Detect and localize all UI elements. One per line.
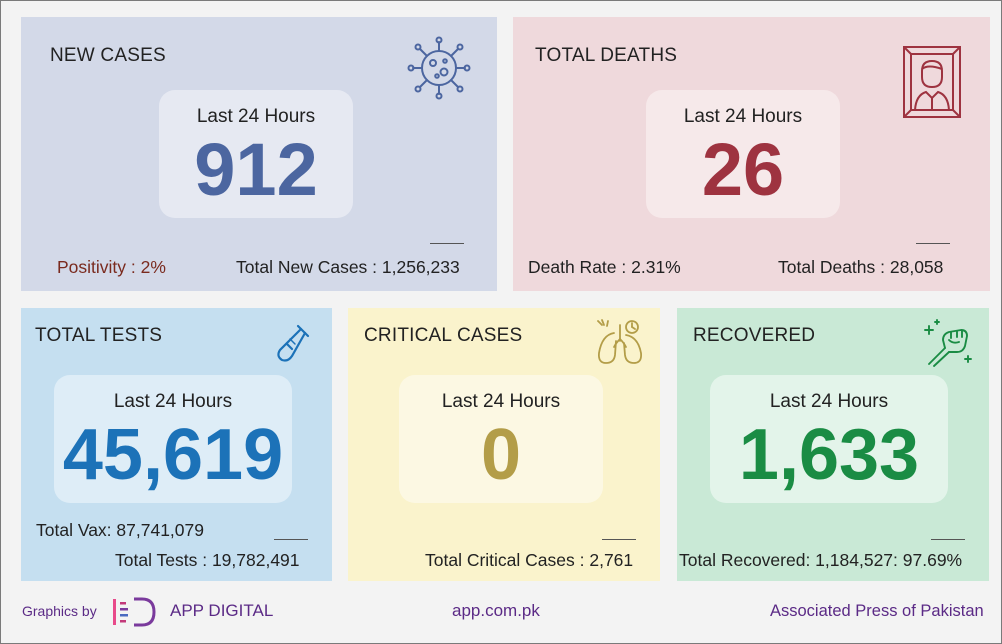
total-tests-value: 45,619 [62,415,284,495]
new-cases-title: NEW CASES [50,45,166,66]
total-deaths-value: 26 [701,128,785,211]
total-new-cases-stat: Total New Cases : 1,256,233 [236,257,460,277]
lungs-icon [594,317,646,374]
critical-cases-title: CRITICAL CASES [364,325,523,346]
total-tests-panel: Last 24 Hours 45,619 [54,375,292,503]
total-deaths-title: TOTAL DEATHS [535,45,678,66]
total-tests-period: Last 24 Hours [113,391,233,412]
total-critical-cases-stat: Total Critical Cases : 2,761 [425,550,634,570]
divider [916,243,950,244]
total-tests-stat: Total Tests : 19,782,491 [115,550,300,570]
total-deaths-stat: Total Deaths : 28,058 [778,257,944,277]
total-deaths-panel: Last 24 Hours 26 [646,90,840,218]
death-rate-stat: Death Rate : 2.31% [528,257,681,277]
divider [274,539,308,540]
new-cases-value: 912 [194,128,318,211]
recovered-title: RECOVERED [693,325,816,346]
graphics-by-label: Graphics by [22,603,97,619]
critical-cases-value: 0 [480,415,522,495]
recovered-panel: Last 24 Hours 1,633 [710,375,948,503]
organization-name: Associated Press of Pakistan [770,602,984,620]
recovered-value: 1,633 [738,415,920,495]
total-deaths-period: Last 24 Hours [683,106,803,127]
virus-icon [407,36,471,105]
total-deaths-card: TOTAL DEATHS Last 24 Hours 26 Death Rate… [513,17,990,291]
new-cases-period: Last 24 Hours [196,106,316,127]
total-tests-card: TOTAL TESTS Last 24 Hours 45,619 Total V… [21,308,332,581]
website-link[interactable]: app.com.pk [452,601,540,620]
recovered-period: Last 24 Hours [769,391,889,412]
brand-name: APP DIGITAL [170,601,274,620]
divider [602,539,636,540]
critical-cases-period: Last 24 Hours [441,391,561,412]
app-digital-logo [110,596,160,633]
new-cases-card: NEW CASES Last 24 Hours 912 Positivity :… [21,17,497,291]
recovered-card: RECOVERED Last 24 Hours 1,633 Total Reco… [677,308,989,581]
critical-cases-panel: Last 24 Hours 0 [399,375,603,503]
total-vax-stat: Total Vax: 87,741,079 [36,520,204,540]
new-cases-panel: Last 24 Hours 912 [159,90,353,218]
divider [430,243,464,244]
positivity-stat: Positivity : 2% [57,257,166,277]
total-tests-title: TOTAL TESTS [35,325,163,346]
divider [931,539,965,540]
critical-cases-card: CRITICAL CASES Last 24 Hours 0 Total Cri… [348,308,660,581]
fist-up-icon [921,316,975,375]
total-recovered-stat: Total Recovered: 1,184,527: 97.69% [679,550,963,570]
portrait-frame-icon [902,45,962,124]
test-tube-icon [270,320,314,369]
